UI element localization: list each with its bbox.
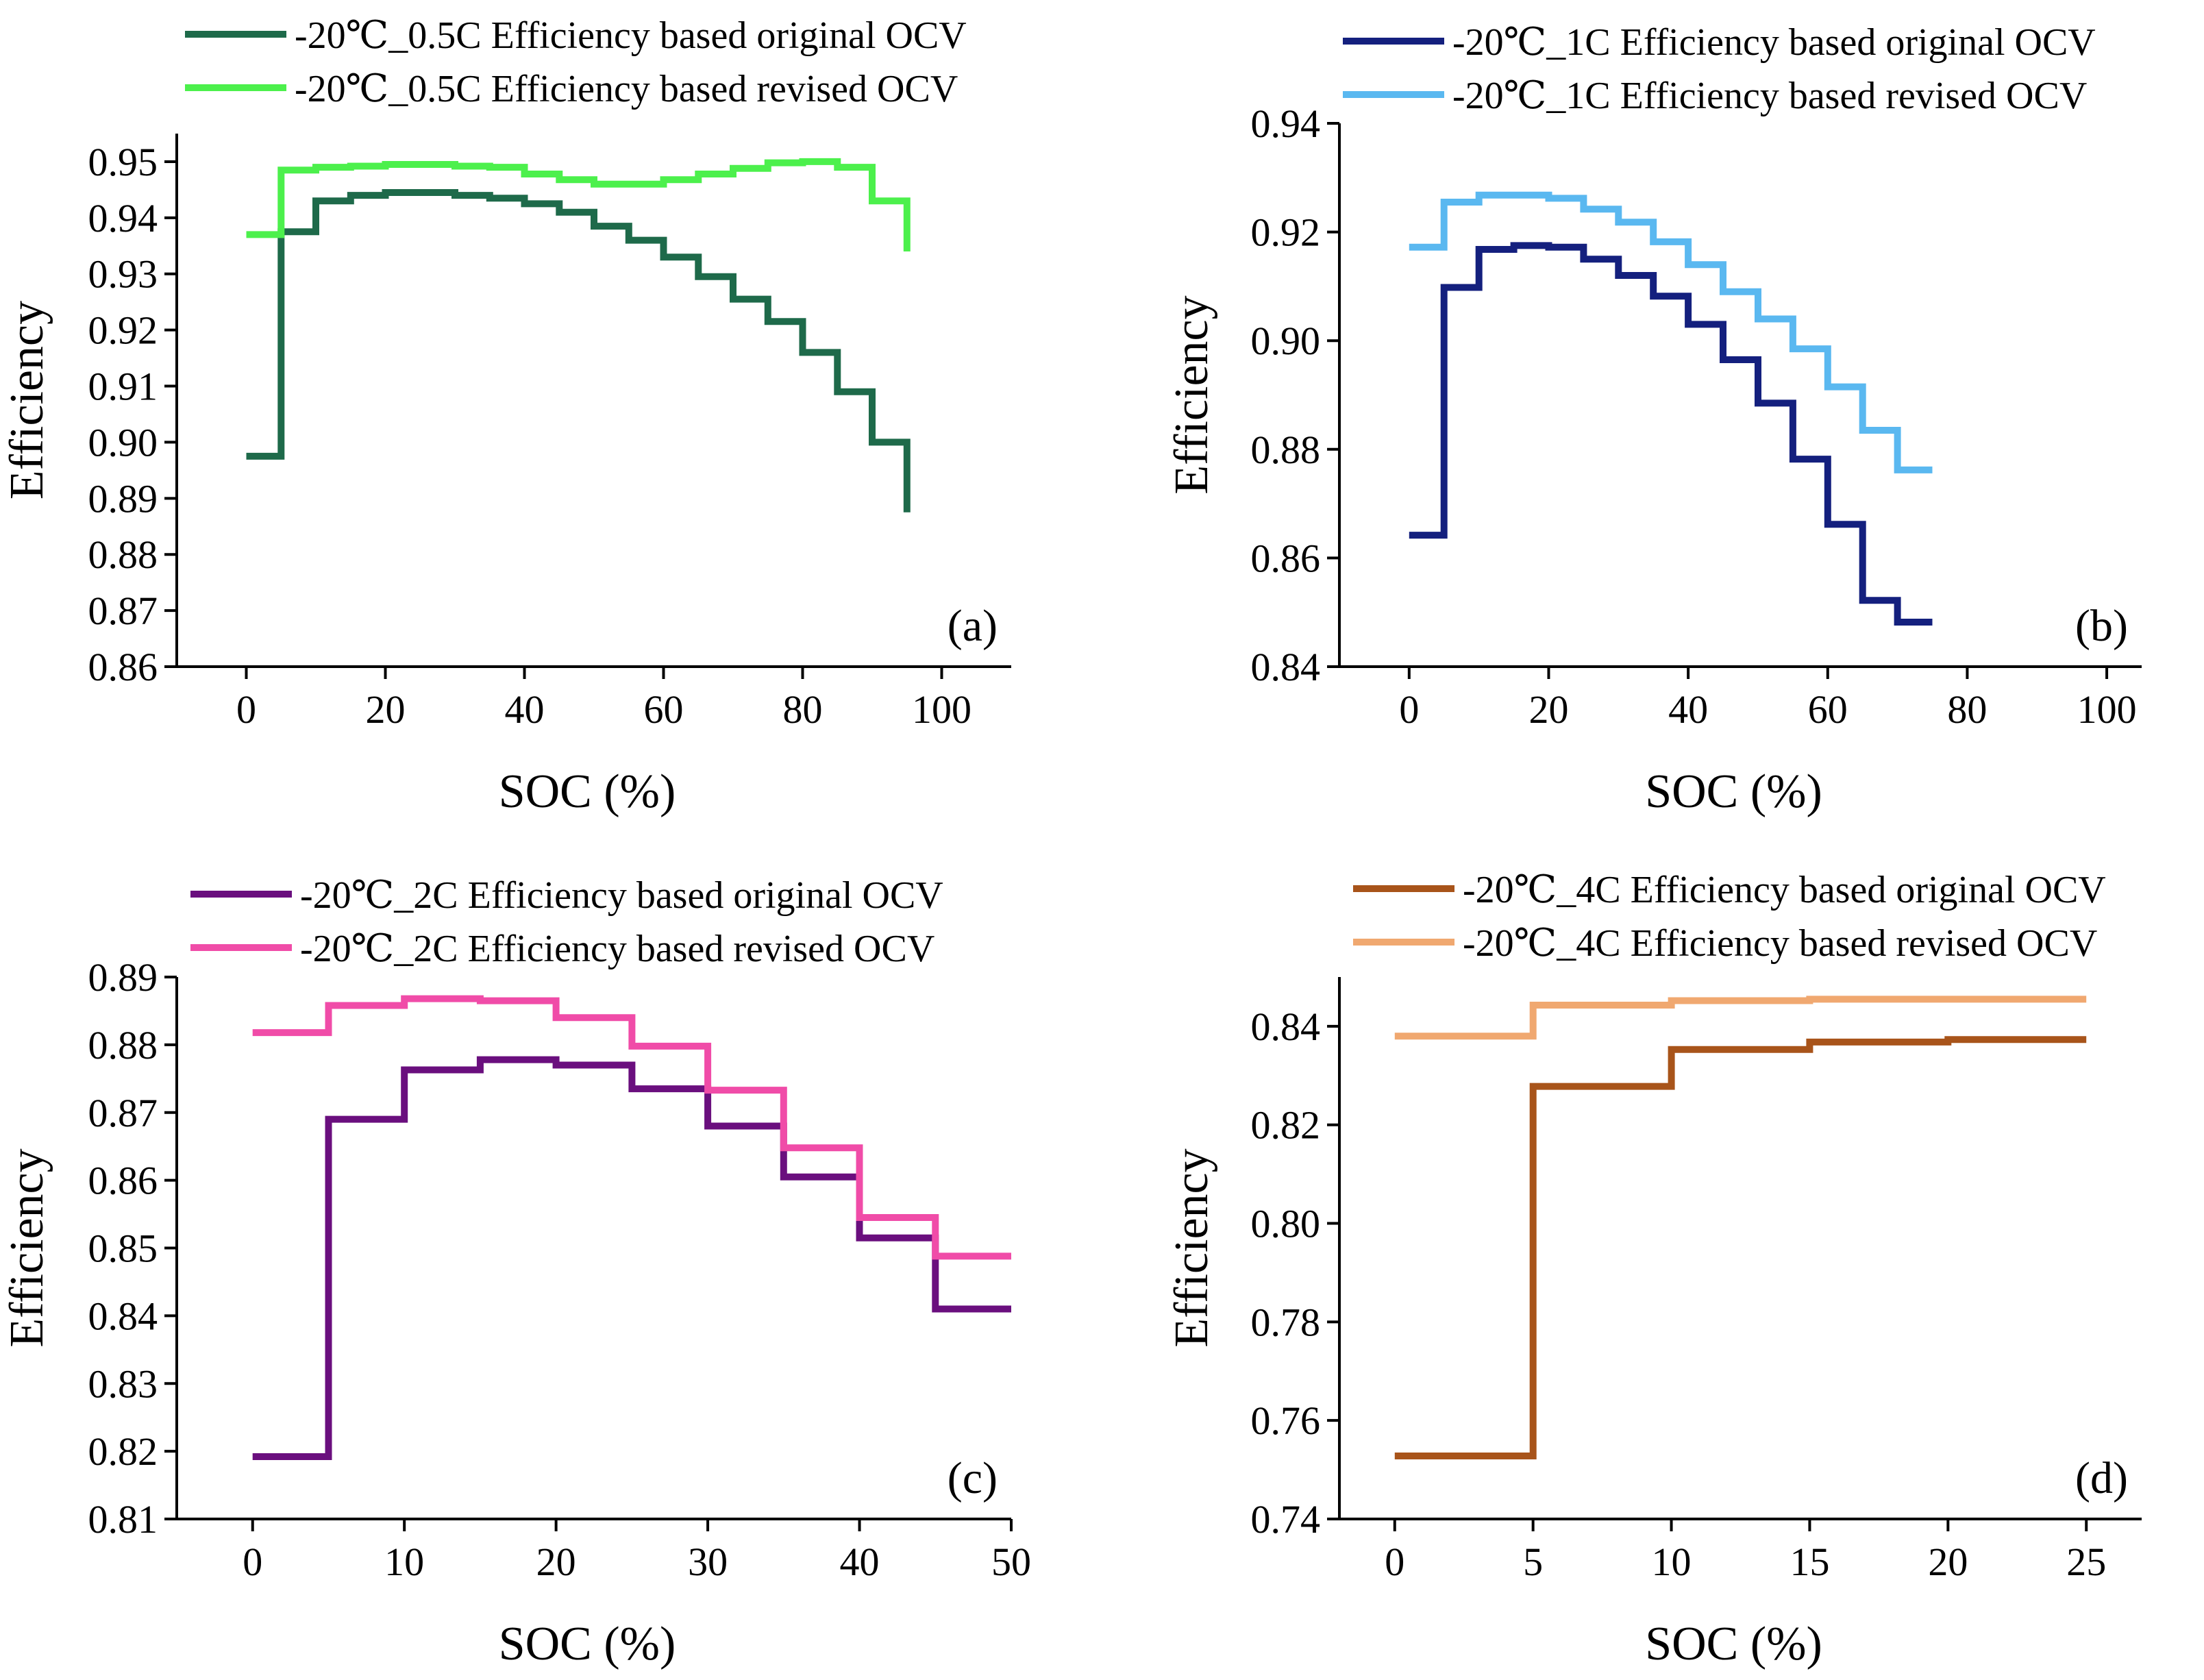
x-tick-label: 80 [783, 687, 823, 732]
y-tick-label: 0.86 [88, 1159, 158, 1203]
legend-label: -20℃_0.5C Efficiency based original OCV [295, 14, 967, 57]
panel-label: (b) [2075, 601, 2128, 651]
y-tick-label: 0.94 [1251, 101, 1321, 146]
y-tick-label: 0.84 [1251, 1004, 1321, 1049]
x-tick-label: 5 [1523, 1540, 1543, 1584]
x-tick-label: 60 [644, 687, 684, 732]
y-tick-label: 0.89 [88, 955, 158, 1000]
legend-label: -20℃_4C Efficiency based revised OCV [1463, 922, 2097, 965]
y-tick-label: 0.84 [88, 1294, 158, 1338]
y-tick-label: 0.90 [1251, 319, 1321, 363]
legend-label: -20℃_2C Efficiency based revised OCV [300, 928, 934, 970]
panel-label: (a) [948, 601, 998, 651]
x-axis-title: SOC (%) [1645, 765, 1822, 818]
x-tick-label: 25 [2066, 1540, 2106, 1584]
x-tick-label: 100 [912, 687, 971, 732]
y-axis-title: Efficiency [1, 301, 53, 499]
y-tick-label: 0.87 [88, 589, 158, 633]
series-line-original [1394, 1036, 2087, 1459]
x-tick-label: 15 [1790, 1540, 1829, 1584]
y-tick-label: 0.81 [88, 1497, 158, 1542]
y-tick-label: 0.88 [88, 1023, 158, 1067]
y-tick-label: 0.87 [88, 1091, 158, 1135]
x-tick-label: 50 [991, 1540, 1031, 1584]
chart-panel-a: 0 20 40 60 80 100 0.86 0.87 0.88 0.89 0.90 0.91 0.92… [1, 14, 1011, 818]
x-tick-label: 80 [1947, 687, 1987, 732]
panel-label: (c) [948, 1453, 998, 1503]
x-axis-title: SOC (%) [499, 1618, 676, 1670]
x-tick-label: 40 [1668, 687, 1708, 732]
y-tick-label: 0.86 [1251, 536, 1321, 580]
x-tick-label: 60 [1808, 687, 1848, 732]
y-tick-label: 0.95 [88, 140, 158, 184]
x-tick-label: 20 [1528, 687, 1568, 732]
legend-label: -20℃_1C Efficiency based original OCV [1452, 21, 2096, 64]
legend-label: -20℃_0.5C Efficiency based revised OCV [295, 68, 958, 110]
series-line-revised [1394, 996, 2087, 1040]
series-line-original [252, 1056, 1011, 1460]
y-tick-label: 0.92 [1251, 210, 1321, 255]
y-tick-label: 0.93 [88, 252, 158, 297]
y-tick-label: 0.76 [1251, 1398, 1321, 1443]
y-tick-label: 0.84 [1251, 645, 1321, 689]
x-tick-label: 20 [1928, 1540, 1968, 1584]
series-line-original [1409, 242, 1933, 626]
x-tick-label: 30 [688, 1540, 728, 1584]
x-tick-label: 20 [366, 687, 406, 732]
x-tick-label: 0 [236, 687, 256, 732]
x-tick-label: 100 [2077, 687, 2137, 732]
y-tick-label: 0.92 [88, 308, 158, 353]
y-tick-label: 0.90 [88, 420, 158, 465]
y-tick-label: 0.86 [88, 645, 158, 689]
legend-label: -20℃_4C Efficiency based original OCV [1463, 869, 2106, 911]
x-tick-label: 10 [1652, 1540, 1692, 1584]
y-axis-title: Efficiency [1, 1148, 53, 1347]
series-line-original [246, 189, 911, 512]
y-tick-label: 0.89 [88, 476, 158, 521]
y-tick-label: 0.74 [1251, 1497, 1321, 1542]
series-line-revised [246, 158, 911, 251]
legend-label: -20℃_2C Efficiency based original OCV [300, 874, 943, 917]
y-axis-title: Efficiency [1165, 1148, 1218, 1347]
x-tick-label: 40 [840, 1540, 880, 1584]
x-tick-label: 0 [243, 1540, 262, 1584]
chart-panel-b: 0 20 40 60 80 100 0.84 0.86 0.88 0.90 0.92 0.94 SOC … [1165, 21, 2142, 818]
chart-panel-c: 0 10 20 30 40 50 0.81 0.82 0.83 0.84 0.85 0.86 0.87 0… [1, 874, 1031, 1670]
y-tick-label: 0.80 [1251, 1202, 1321, 1246]
y-tick-label: 0.85 [88, 1226, 158, 1271]
x-axis-title: SOC (%) [499, 765, 676, 818]
chart-panel-d: 0 5 10 15 20 25 0.74 0.76 0.78 0.80 0.82 0.84 SOC (%… [1165, 869, 2142, 1670]
y-tick-label: 0.88 [88, 532, 158, 577]
x-axis-title: SOC (%) [1645, 1618, 1822, 1670]
x-tick-label: 0 [1385, 1540, 1404, 1584]
legend-label: -20℃_1C Efficiency based revised OCV [1452, 75, 2087, 117]
y-tick-label: 0.82 [1251, 1103, 1321, 1148]
y-tick-label: 0.78 [1251, 1300, 1321, 1344]
x-tick-label: 10 [384, 1540, 424, 1584]
y-axis-title: Efficiency [1165, 295, 1218, 494]
x-tick-label: 40 [505, 687, 545, 732]
panel-label: (d) [2075, 1453, 2128, 1503]
y-tick-label: 0.88 [1251, 428, 1321, 472]
series-line-revised [1409, 191, 1933, 473]
x-tick-label: 0 [1399, 687, 1419, 732]
series-line-revised [252, 995, 1011, 1260]
y-tick-label: 0.82 [88, 1429, 158, 1474]
x-tick-label: 20 [536, 1540, 576, 1584]
y-tick-label: 0.83 [88, 1361, 158, 1406]
y-tick-label: 0.94 [88, 196, 158, 240]
y-tick-label: 0.91 [88, 365, 158, 409]
